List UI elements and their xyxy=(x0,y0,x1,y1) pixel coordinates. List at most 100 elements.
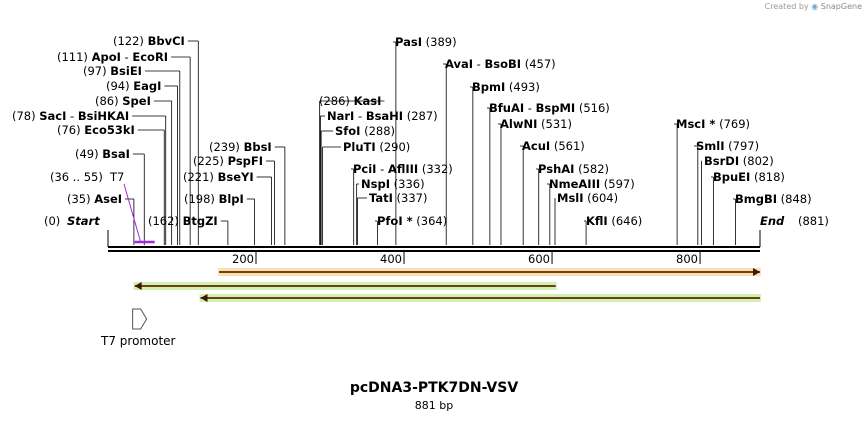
credit-prefix: Created by xyxy=(764,2,809,11)
ruler-tick-label: 800 xyxy=(676,252,698,266)
site-text: (287) xyxy=(403,109,438,123)
features xyxy=(133,268,762,302)
site-name: NmeAIII xyxy=(549,177,600,191)
site-label-pshai[interactable]: PshAI (582) xyxy=(538,162,609,176)
site-name: BpmI xyxy=(472,80,505,94)
site-text: (389) xyxy=(422,35,457,49)
ruler-tick-label: 200 xyxy=(232,252,254,266)
site-label-bfuai[interactable]: BfuAI - BspMI (516) xyxy=(489,101,610,115)
site-text: (797) xyxy=(725,139,760,153)
site-name: BspMI xyxy=(536,101,576,115)
site-name: BsiEI xyxy=(110,64,142,78)
site-name: PfoI xyxy=(377,214,403,228)
site-text: (78) xyxy=(12,109,39,123)
site-name: BmgBI xyxy=(735,192,777,206)
site-name: BpuEI xyxy=(713,170,750,184)
site-text: (162) xyxy=(148,214,183,228)
site-name: SfoI xyxy=(335,124,360,138)
site-label-bsrdi[interactable]: BsrDI (802) xyxy=(704,154,774,168)
site-text: (239) xyxy=(209,140,244,154)
site-name: AvaI xyxy=(445,57,473,71)
site-text: (332) xyxy=(418,162,453,176)
site-label-pasi[interactable]: PasI (389) xyxy=(395,35,457,49)
site-name: AlwNI xyxy=(500,117,537,131)
site-label-nmeaiii[interactable]: NmeAIII (597) xyxy=(549,177,635,191)
site-text: (604) xyxy=(584,191,619,205)
site-name: PasI xyxy=(395,35,422,49)
start-label: Start xyxy=(67,214,100,228)
site-label-tati[interactable]: TatI (337) xyxy=(369,191,428,205)
site-label-bpuei[interactable]: BpuEI (818) xyxy=(713,170,785,184)
site-label-bsiei[interactable]: (97) BsiEI xyxy=(83,64,142,78)
site-text: (49) xyxy=(75,147,102,161)
site-label-eco53ki[interactable]: (76) Eco53kI xyxy=(57,123,135,137)
site-name: BseYI xyxy=(218,170,254,184)
promoter-label: T7 promoter xyxy=(100,334,176,348)
site-label-bseyi[interactable]: (221) BseYI xyxy=(183,170,254,184)
site-label-asei[interactable]: (35) AseI xyxy=(67,192,122,206)
promoter-arrow-icon[interactable] xyxy=(132,308,148,330)
site-label-btgzi[interactable]: (162) BtgZI xyxy=(148,214,218,228)
snapgene-logo-icon: ◉ xyxy=(811,2,819,11)
site-label-nspi[interactable]: NspI (336) xyxy=(361,177,425,191)
end-label: End xyxy=(760,214,785,228)
site-text: (35) xyxy=(67,192,94,206)
green-feature-1-arrowhead-icon xyxy=(134,282,142,290)
site-label-kasi[interactable]: (286) KasI xyxy=(319,94,381,108)
site-text: - xyxy=(66,109,77,123)
site-text: (111) xyxy=(57,50,92,64)
site-text: - xyxy=(473,57,484,71)
site-label-bbvci[interactable]: (122) BbvCI xyxy=(113,34,185,48)
site-name: BtgZI xyxy=(183,214,218,228)
site-label-saci[interactable]: (78) SacI - BsiHKAI xyxy=(12,109,129,123)
site-text: (516) xyxy=(575,101,610,115)
site-label-avai[interactable]: AvaI - BsoBI (457) xyxy=(445,57,556,71)
site-text: (457) xyxy=(521,57,556,71)
site-name: SacI xyxy=(39,109,66,123)
sequence-length: 881 bp xyxy=(414,399,454,412)
site-label-eagi[interactable]: (94) EagI xyxy=(106,79,161,93)
site-label-pluti[interactable]: PluTI (290) xyxy=(343,140,410,154)
site-text: (97) xyxy=(83,64,110,78)
site-text: (646) xyxy=(608,214,643,228)
site-text: (94) xyxy=(106,79,133,93)
site-label-pcii[interactable]: PciI - AflIII (332) xyxy=(353,162,453,176)
site-label-kfli[interactable]: KflI (646) xyxy=(586,214,642,228)
ruler: 200 400 600 800 xyxy=(232,252,701,266)
site-label-pspfi[interactable]: (225) PspFI xyxy=(193,154,263,168)
credit-brand: SnapGene xyxy=(820,2,862,11)
snapgene-credit: Created by ◉ SnapGene xyxy=(765,2,862,11)
site-label-alwni[interactable]: AlwNI (531) xyxy=(500,117,572,131)
site-name: BlpI xyxy=(219,192,244,206)
site-label-smli[interactable]: SmlI (797) xyxy=(696,139,759,153)
site-label-bsai[interactable]: (49) BsaI xyxy=(75,147,130,161)
site-text: (597) xyxy=(600,177,635,191)
site-name: PshAI xyxy=(538,162,574,176)
site-text: (802) xyxy=(739,154,774,168)
site-label-bbsi[interactable]: (239) BbsI xyxy=(209,140,272,154)
site-name: BsaHI xyxy=(366,109,403,123)
site-label-msli[interactable]: MslI (604) xyxy=(557,191,618,205)
site-text: (493) xyxy=(505,80,540,94)
site-text: (288) xyxy=(360,124,395,138)
site-name: PluTI xyxy=(343,140,376,154)
site-text: (364) xyxy=(413,214,448,228)
site-text: (286) xyxy=(319,94,354,108)
site-name: Eco53kI xyxy=(84,123,135,137)
site-label-bmgbi[interactable]: BmgBI (848) xyxy=(735,192,812,206)
start-pos-label: (0) xyxy=(44,214,60,228)
site-label-msci[interactable]: MscI * (769) xyxy=(676,117,750,131)
site-label-blpi[interactable]: (198) BlpI xyxy=(184,192,244,206)
site-label-sfoi[interactable]: SfoI (288) xyxy=(335,124,395,138)
site-label-bpmi[interactable]: BpmI (493) xyxy=(472,80,540,94)
site-label-apoi[interactable]: (111) ApoI - EcoRI xyxy=(57,50,168,64)
site-name: TatI xyxy=(369,191,393,205)
primer-leader-line xyxy=(123,183,142,243)
site-label-pfoi[interactable]: PfoI * (364) xyxy=(377,214,447,228)
site-label-acui[interactable]: AcuI (561) xyxy=(522,139,585,153)
site-name: AseI xyxy=(94,192,122,206)
site-label-spei[interactable]: (86) SpeI xyxy=(95,94,151,108)
site-text: (290) xyxy=(376,140,411,154)
site-label-nari[interactable]: NarI - BsaHI (287) xyxy=(327,109,438,123)
site-name: BbvCI xyxy=(148,34,185,48)
